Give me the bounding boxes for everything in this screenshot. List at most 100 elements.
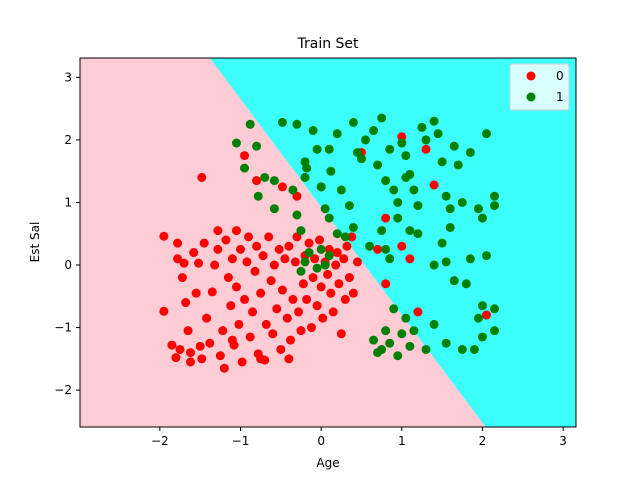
data-point-class-1 [413,201,423,211]
data-point-class-1 [437,238,447,248]
data-point-class-0 [481,310,491,320]
data-point-class-0 [324,244,334,254]
data-point-class-1 [490,201,500,211]
data-point-class-1 [473,313,483,323]
data-point-class-1 [240,163,250,173]
x-tick-label: 1 [398,434,406,448]
plot-area [79,57,577,428]
data-point-class-0 [277,285,287,295]
data-point-class-1 [481,129,491,139]
data-point-class-1 [409,326,419,336]
data-point-class-0 [183,326,193,336]
data-point-class-0 [185,357,195,367]
data-point-class-1 [231,138,241,148]
data-point-class-0 [397,241,407,251]
data-point-class-0 [234,319,244,329]
data-point-class-1 [365,241,375,251]
data-point-class-1 [381,326,391,336]
data-point-class-1 [332,229,342,239]
data-point-class-1 [296,266,306,276]
legend-marker-class-0 [526,71,536,81]
data-point-class-0 [294,307,304,317]
data-point-class-0 [264,232,274,242]
data-point-class-1 [429,116,439,126]
data-point-class-1 [320,204,330,214]
data-point-class-0 [331,260,341,270]
data-point-class-1 [312,263,322,273]
data-point-class-0 [231,226,241,236]
data-point-class-1 [397,138,407,148]
x-tick-label: −1 [232,434,250,448]
data-point-class-1 [441,191,451,201]
data-point-class-0 [381,279,391,289]
data-point-class-1 [304,248,314,258]
data-point-class-1 [417,122,427,132]
data-point-class-0 [288,294,298,304]
data-point-class-0 [306,323,316,333]
data-point-class-1 [401,313,411,323]
data-point-class-1 [490,304,500,314]
data-point-class-1 [245,119,255,129]
data-point-class-0 [298,279,308,289]
data-point-class-0 [316,282,326,292]
data-point-class-1 [381,244,391,254]
data-point-class-1 [465,254,475,264]
data-point-class-0 [302,294,312,304]
data-point-class-0 [240,151,250,161]
data-point-class-0 [159,306,169,316]
data-point-class-1 [332,129,342,139]
data-point-class-0 [318,313,328,323]
data-point-class-0 [274,244,284,254]
data-point-class-1 [348,117,358,127]
data-point-class-0 [221,235,231,245]
data-point-class-1 [385,144,395,154]
data-point-class-1 [457,344,467,354]
data-point-class-1 [397,329,407,339]
data-point-class-1 [385,338,395,348]
data-point-class-0 [191,288,201,298]
data-point-class-1 [401,151,411,161]
data-point-class-0 [195,341,205,351]
data-point-class-1 [324,213,334,223]
data-point-class-1 [421,344,431,354]
data-point-class-1 [477,301,487,311]
y-tick-label: 1 [64,195,72,209]
y-axis-label: Est Sal [28,222,42,263]
legend: 0 1 [509,63,570,111]
data-point-class-0 [277,182,287,192]
data-point-class-0 [237,357,247,367]
data-point-class-0 [312,301,322,311]
data-point-class-1 [477,332,487,342]
data-point-class-0 [290,257,300,267]
data-point-class-1 [252,141,262,151]
data-point-class-0 [159,231,169,241]
data-point-class-1 [429,319,439,329]
data-point-class-1 [393,213,403,223]
data-point-class-0 [252,176,262,186]
data-point-class-0 [244,232,254,242]
data-point-class-0 [261,319,271,329]
data-point-class-1 [445,222,455,232]
data-point-class-1 [300,257,310,267]
data-point-class-0 [213,226,223,236]
x-tick-label: −2 [151,434,169,448]
data-point-class-1 [336,185,346,195]
data-point-class-1 [481,251,491,261]
data-point-class-1 [381,176,391,186]
data-point-class-1 [441,257,451,267]
data-point-class-1 [465,147,475,157]
axes-frame [79,57,577,428]
data-point-class-1 [429,260,439,270]
y-tick-label: 3 [64,70,72,84]
y-axis: −2 −1 0 1 2 3 [54,70,80,397]
data-point-class-1 [469,344,479,354]
data-point-class-0 [245,332,255,342]
data-point-class-1 [405,226,415,236]
data-point-class-0 [373,244,383,254]
data-point-class-0 [304,238,314,248]
data-point-class-1 [326,166,336,176]
data-point-class-0 [179,258,189,268]
data-point-class-0 [352,257,362,267]
data-point-class-0 [177,273,187,283]
data-point-class-0 [284,354,294,364]
